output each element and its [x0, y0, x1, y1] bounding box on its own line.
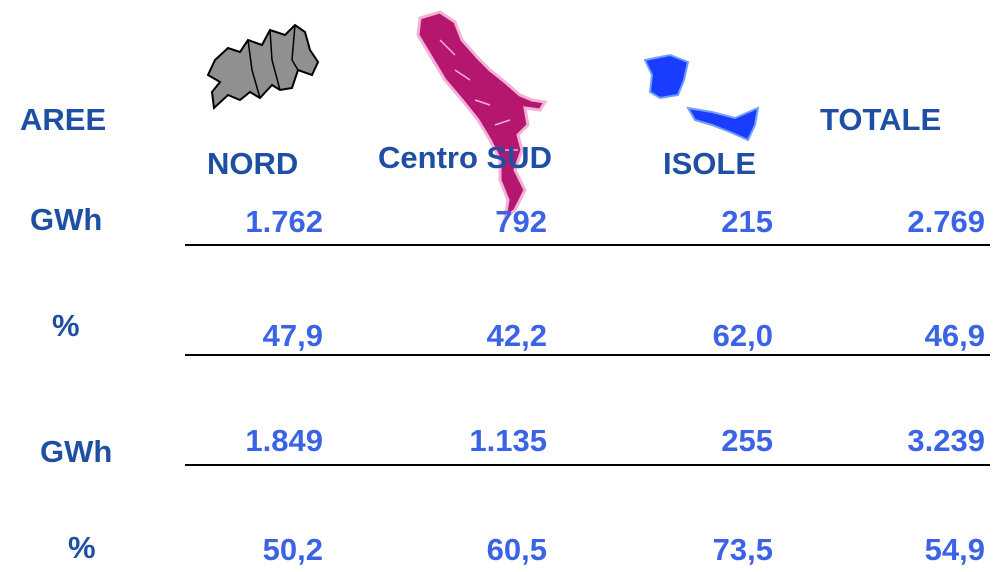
cell: 1.849 [245, 423, 323, 458]
isole-map [643, 53, 760, 142]
cell: 60,5 [487, 532, 547, 567]
header-label: NORD [207, 146, 298, 181]
header-label: ISOLE [663, 146, 756, 181]
header-label: Centro SUD [378, 140, 552, 175]
row-label: % [52, 308, 80, 343]
cell: 62,0 [713, 318, 773, 353]
cell: 46,9 [925, 318, 985, 353]
cell: 73,5 [713, 532, 773, 567]
cell: 1.762 [245, 204, 323, 239]
row-label: % [68, 530, 96, 565]
header-label: AREE [20, 102, 106, 137]
cell: 47,9 [263, 318, 323, 353]
row-label: GWh [30, 202, 102, 237]
cell: 54,9 [925, 532, 985, 567]
cell: 2.769 [907, 204, 985, 239]
nord-map [206, 23, 320, 111]
cell: 255 [721, 423, 773, 458]
cell: 215 [721, 204, 773, 239]
row-label: GWh [40, 434, 112, 469]
cell: 50,2 [263, 532, 323, 567]
cell: 1.135 [469, 423, 547, 458]
centro-sud-map [416, 10, 548, 222]
cell: 42,2 [487, 318, 547, 353]
header-label: TOTALE [820, 102, 941, 137]
cell: 792 [495, 204, 547, 239]
cell: 3.239 [907, 423, 985, 458]
